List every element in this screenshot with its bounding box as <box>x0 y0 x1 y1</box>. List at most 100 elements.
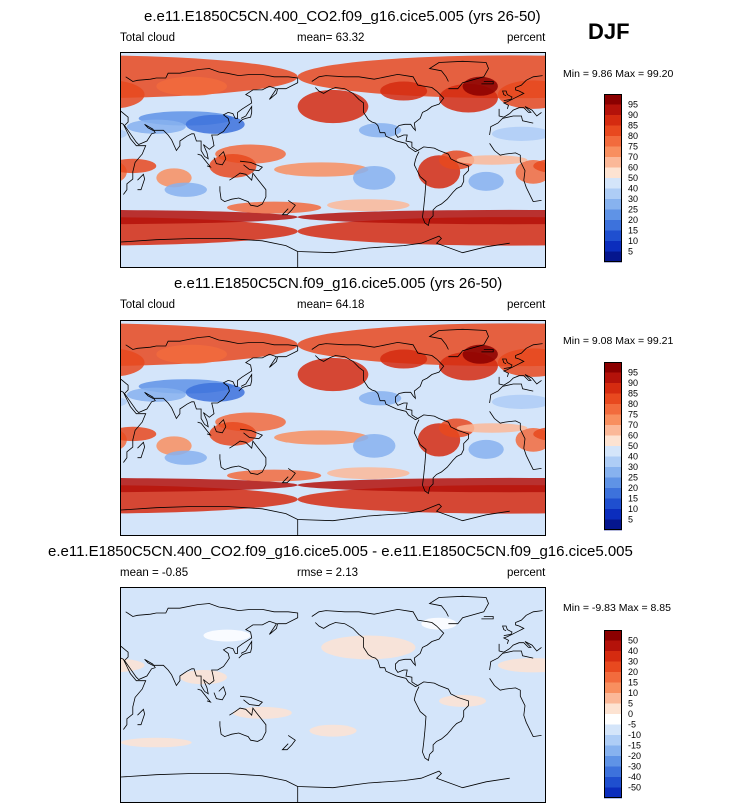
colorbar-tick-label: 25 <box>628 205 638 215</box>
field-contour <box>232 706 292 719</box>
coastline <box>219 172 267 207</box>
colorbar-swatch <box>604 94 622 105</box>
coastline <box>121 650 542 738</box>
colorbar-tick-label: 15 <box>628 494 638 504</box>
colorbar-swatch <box>604 230 622 242</box>
colorbar-tick-label: 40 <box>628 452 638 462</box>
colorbar-swatch <box>604 509 622 520</box>
panel-3-title: e.e11.E1850C5CN.400_CO2.f09_g16.cice5.00… <box>48 543 633 560</box>
colorbar-tick-label: 90 <box>628 378 638 388</box>
coastline <box>197 153 212 168</box>
colorbar-tick-label: 15 <box>628 226 638 236</box>
field-contour <box>179 670 227 685</box>
field-contour <box>121 210 298 225</box>
field-contour <box>297 209 545 225</box>
panel-3-rmse-label: rmse = 2.13 <box>297 567 359 579</box>
map-svg <box>121 588 545 802</box>
field-contour <box>185 382 245 402</box>
panel-1-mean-label: mean= 63.32 <box>297 32 365 44</box>
colorbar-swatch <box>604 220 622 231</box>
coastline <box>137 441 146 459</box>
coastline <box>197 421 212 436</box>
colorbar-tick-label: 20 <box>628 215 638 225</box>
colorbar-swatch <box>604 167 622 179</box>
colorbar-swatch <box>604 735 622 746</box>
coastline <box>413 146 469 227</box>
colorbar-tick-label: 15 <box>628 678 638 688</box>
colorbar-swatch <box>604 136 622 147</box>
field-contour <box>492 394 545 409</box>
colorbar-tick-label: -20 <box>628 751 641 761</box>
field-contour <box>156 76 227 96</box>
field-contour <box>462 344 498 364</box>
colorbar-swatch <box>604 640 622 652</box>
field-contour <box>327 467 410 480</box>
field-contour <box>227 469 322 482</box>
colorbar-tick-label: 30 <box>628 462 638 472</box>
panel-1-title: e.e11.E1850C5CN.400_CO2.f09_g16.cice5.00… <box>144 8 541 25</box>
panel-2-minmax: Min = 9.08 Max = 99.21 <box>563 335 674 347</box>
colorbar-tick-label: 95 <box>628 368 638 378</box>
colorbar-swatch <box>604 104 622 116</box>
panel-1-variable-label: Total cloud <box>120 32 175 44</box>
field-contour <box>121 349 145 377</box>
coastline <box>238 105 253 124</box>
colorbar-swatch <box>604 745 622 757</box>
colorbar-tick-label: 70 <box>628 152 638 162</box>
colorbar-swatch <box>604 661 622 673</box>
coastline <box>213 150 227 166</box>
field-contour <box>209 154 257 178</box>
colorbar-swatch <box>604 425 622 436</box>
coastline <box>121 336 543 428</box>
map-svg <box>121 321 545 535</box>
colorbar-tick-label: 85 <box>628 121 638 131</box>
field-contour <box>156 344 227 364</box>
field-contour <box>358 391 402 406</box>
colorbar-tick-label: 75 <box>628 410 638 420</box>
colorbar-swatch <box>604 383 622 394</box>
field-contour <box>121 217 298 246</box>
coastline <box>121 235 510 267</box>
panel-2-units-label: percent <box>507 299 546 311</box>
colorbar-tick-label: 10 <box>628 236 638 246</box>
colorbar-tick-label: -40 <box>628 772 641 782</box>
colorbar-swatch <box>604 446 622 457</box>
coastline <box>428 595 489 625</box>
panel-3-colorbar: 50 40 30 20 15 10 5 0 -5 -10 -15 -20 -30 -40 -50 <box>604 630 641 799</box>
colorbar-swatch <box>604 125 622 137</box>
colorbar-swatch <box>604 241 622 252</box>
field-contour <box>164 182 207 197</box>
coastline <box>238 373 253 392</box>
panel-1-colorbar: 95 90 85 80 75 70 60 50 40 30 25 20 15 10 5 <box>604 94 638 263</box>
colorbar-tick-label: 5 <box>628 699 633 709</box>
coastline <box>121 770 510 802</box>
colorbar-swatch <box>604 157 622 168</box>
colorbar-tick-label: -10 <box>628 730 641 740</box>
coastline <box>281 735 296 751</box>
colorbar-swatch <box>604 714 622 725</box>
panel-1-map <box>120 52 546 268</box>
colorbar-swatch <box>604 404 622 415</box>
field-contour <box>203 629 251 642</box>
colorbar-swatch <box>604 146 622 158</box>
colorbar-swatch <box>604 414 622 426</box>
field-contour <box>468 439 504 459</box>
colorbar-swatch <box>604 703 622 715</box>
coastline <box>239 160 264 172</box>
field-contour <box>421 617 457 630</box>
field-contour <box>380 81 428 101</box>
colorbar-swatch <box>604 467 622 478</box>
coastline <box>481 349 494 353</box>
coastline <box>239 695 264 707</box>
colorbar-swatch <box>604 630 622 641</box>
coastline <box>428 60 489 90</box>
coastline <box>239 428 264 440</box>
colorbar-swatch <box>604 251 622 263</box>
coastline <box>137 173 146 191</box>
field-contour <box>227 201 322 214</box>
coastline <box>502 625 513 636</box>
field-contour <box>297 485 545 514</box>
colorbar-swatch <box>604 199 622 210</box>
panel-1-minmax: Min = 9.86 Max = 99.20 <box>563 68 674 80</box>
colorbar-tick-label: 0 <box>628 709 633 719</box>
